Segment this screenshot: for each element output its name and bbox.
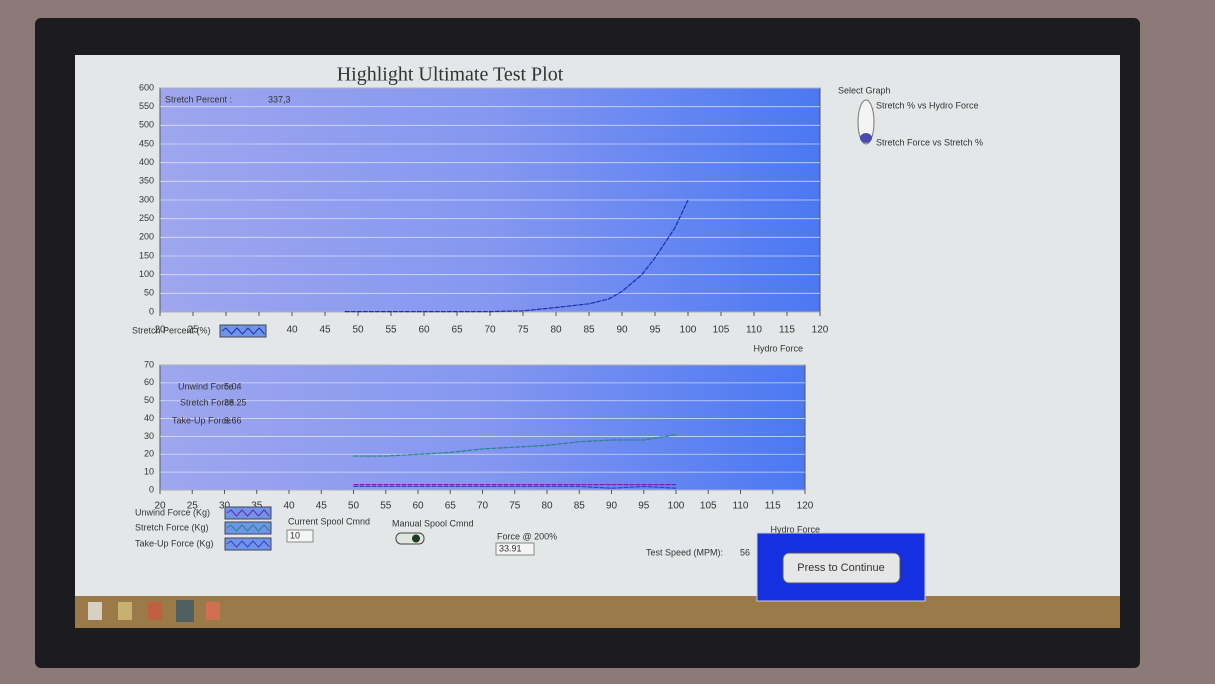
x-tick-label: 120: [812, 325, 829, 336]
y-axis-label: Stretch Percent (%): [132, 325, 211, 335]
y-tick-label: 250: [139, 213, 154, 223]
x-tick-label: 50: [348, 501, 360, 512]
readout-label: Stretch Percent :: [165, 94, 232, 104]
taskbar-icon[interactable]: [206, 602, 220, 620]
toggle-knob: [860, 133, 872, 143]
x-tick-label: 95: [649, 325, 661, 336]
legend-swatch: [220, 325, 266, 337]
y-tick-label: 40: [144, 413, 154, 423]
readout-value: 5.04: [224, 381, 242, 391]
x-tick-label: 90: [616, 325, 628, 336]
y-tick-label: 0: [149, 306, 154, 316]
y-tick-label: 0: [149, 484, 154, 494]
x-tick-label: 95: [638, 501, 650, 512]
x-tick-label: 60: [412, 501, 424, 512]
x-tick-label: 40: [286, 325, 298, 336]
readout-value: 337,3: [268, 94, 291, 104]
legend-label: Unwind Force (Kg): [135, 507, 210, 517]
taskbar-icon[interactable]: [88, 602, 102, 620]
input-value[interactable]: 10: [290, 530, 300, 540]
label: Force @ 200%: [497, 531, 557, 541]
y-tick-label: 10: [144, 467, 154, 477]
x-tick-label: 105: [713, 325, 730, 336]
x-tick-label: 100: [668, 501, 685, 512]
x-tick-label: 90: [606, 501, 618, 512]
y-tick-label: 70: [144, 359, 154, 369]
taskbar-icon[interactable]: [118, 602, 132, 620]
y-tick-label: 200: [139, 232, 154, 242]
x-tick-label: 110: [746, 325, 762, 336]
x-tick-label: 80: [541, 501, 553, 512]
legend-label: Stretch Force (Kg): [135, 522, 209, 532]
select-graph-title: Select Graph: [838, 85, 891, 95]
plot-area: [160, 365, 805, 490]
readout-value: 38.25: [224, 397, 247, 407]
x-tick-label: 45: [319, 325, 331, 336]
graph-option[interactable]: Stretch % vs Hydro Force: [876, 100, 979, 110]
y-tick-label: 20: [144, 449, 154, 459]
x-tick-label: 65: [445, 501, 457, 512]
x-tick-label: 70: [477, 501, 489, 512]
x-tick-label: 80: [550, 325, 562, 336]
y-tick-label: 500: [139, 120, 154, 130]
legend-swatch: [225, 507, 271, 519]
label: Current Spool Cmnd: [288, 516, 370, 526]
readout-value: 33.91: [499, 543, 522, 553]
chart-title: Highlight Ultimate Test Plot: [337, 64, 564, 86]
y-tick-label: 30: [144, 431, 154, 441]
x-tick-label: 75: [517, 325, 529, 336]
y-tick-label: 150: [139, 250, 154, 260]
taskbar-icon[interactable]: [148, 602, 162, 620]
legend-swatch: [225, 538, 271, 550]
y-tick-label: 300: [139, 194, 154, 204]
x-tick-label: 40: [283, 501, 295, 512]
y-tick-label: 400: [139, 157, 154, 167]
y-tick-label: 450: [139, 138, 154, 148]
x-tick-label: 50: [352, 325, 364, 336]
x-tick-label: 120: [797, 501, 814, 512]
x-tick-label: 70: [484, 325, 496, 336]
x-tick-label: 85: [574, 501, 586, 512]
x-tick-label: 100: [680, 325, 697, 336]
graph-option[interactable]: Stretch Force vs Stretch %: [876, 137, 983, 147]
legend-swatch: [225, 522, 271, 534]
y-tick-label: 60: [144, 377, 154, 387]
x-tick-label: 60: [418, 325, 430, 336]
label: Test Speed (MPM):: [646, 547, 723, 557]
x-tick-label: 85: [583, 325, 595, 336]
x-axis-label: Hydro Force: [770, 524, 820, 534]
readout-value: 6.66: [224, 415, 242, 425]
taskbar: [75, 596, 1120, 628]
x-tick-label: 55: [385, 325, 397, 336]
label: Manual Spool Cmnd: [392, 518, 474, 528]
x-tick-label: 115: [765, 501, 781, 512]
x-tick-label: 75: [509, 501, 521, 512]
x-tick-label: 55: [380, 501, 392, 512]
x-tick-label: 115: [779, 325, 795, 336]
y-tick-label: 50: [144, 395, 154, 405]
y-tick-label: 350: [139, 176, 154, 186]
x-tick-label: 110: [733, 501, 749, 512]
x-tick-label: 45: [316, 501, 328, 512]
y-tick-label: 100: [139, 269, 154, 279]
x-axis-label: Hydro Force: [753, 343, 803, 353]
button-label[interactable]: Press to Continue: [797, 562, 884, 574]
readout-value: 56: [740, 547, 750, 557]
x-tick-label: 105: [700, 501, 717, 512]
x-tick-label: 65: [451, 325, 463, 336]
switch-knob: [412, 535, 420, 543]
legend-label: Take-Up Force (Kg): [135, 538, 214, 548]
y-tick-label: 600: [139, 82, 154, 92]
y-tick-label: 550: [139, 101, 154, 111]
y-tick-label: 50: [144, 288, 154, 298]
taskbar-icon[interactable]: [176, 600, 194, 622]
screen-photo: Highlight Ultimate Test Plot Select Grap…: [0, 0, 1215, 684]
